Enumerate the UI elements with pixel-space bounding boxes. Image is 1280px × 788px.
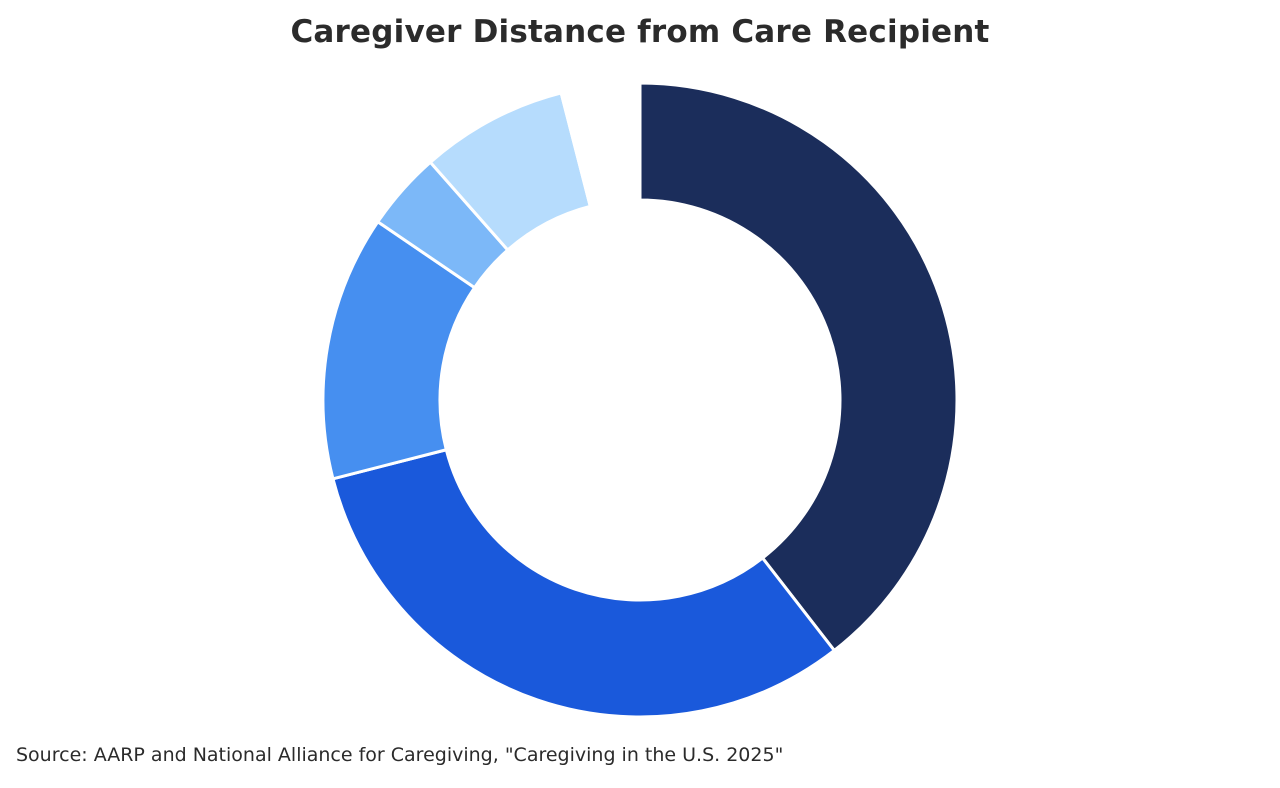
donut-slice-2 (331, 448, 836, 719)
source-note: Source: AARP and National Alliance for C… (16, 744, 784, 766)
donut-slice-1 (638, 81, 959, 652)
chart-title: Caregiver Distance from Care Recipient (290, 14, 990, 50)
donut-slice-6 (559, 81, 642, 208)
